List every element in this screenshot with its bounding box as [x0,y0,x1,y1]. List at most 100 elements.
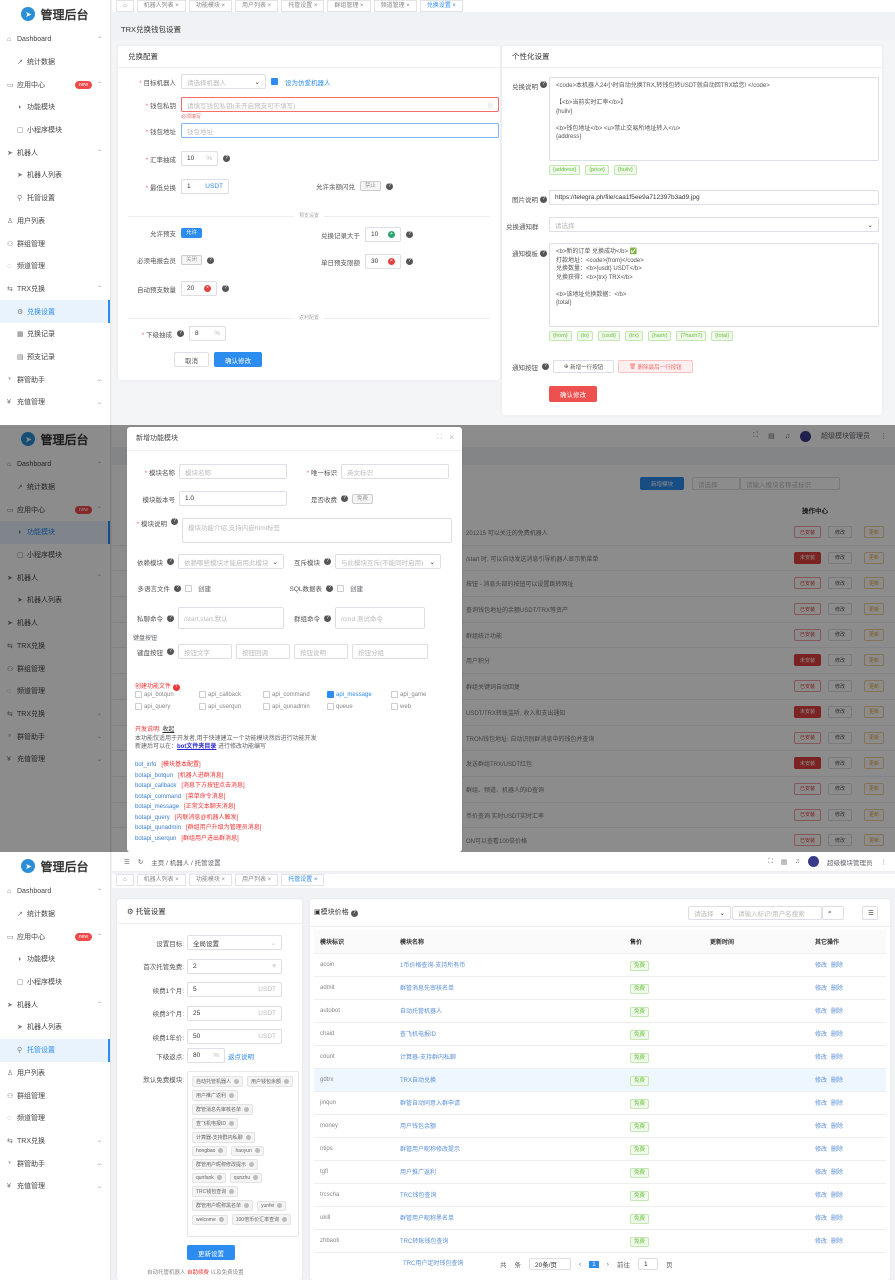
chevron-up-icon[interactable]: ⌃ [96,36,102,43]
module-name-cell[interactable]: 用户钱包余额 [394,1114,624,1138]
sidebar-item[interactable]: ▤ 预支记录 [0,346,110,369]
more-icon[interactable]: ⋮ [880,433,887,440]
table-row[interactable]: jinqun 群管自动同意入群申请 免费 修改 删除 [314,1091,886,1115]
update-settings-button[interactable]: 更新设置 [187,1245,235,1260]
sidebar-item[interactable]: ⚇ 群组管理 [0,232,110,255]
table-row[interactable]: acoin 1币价格查询-支持所有币 免费 修改 删除 [314,953,886,977]
help-icon[interactable]: ? [341,495,348,502]
edit-button[interactable]: 修改 [815,1170,828,1176]
breadcrumb-item[interactable]: 主页 [151,859,165,867]
module-desc-textarea[interactable]: 模块功能介绍,支持内嵌html标签 [182,518,452,543]
close-icon[interactable]: × [312,3,318,9]
cancel-button[interactable]: 取消 [174,352,209,367]
goto-input[interactable]: 1 [637,1258,658,1270]
sidebar-item[interactable]: ⚙ 兑换设置 [0,300,110,323]
table-row[interactable]: money 用户钱包余额 免费 修改 删除 [314,1114,886,1138]
notify-template-textarea[interactable]: <b>新的订单 兑换成功</b> ✅ 打款地址：<code>{from}</co… [549,243,879,327]
clear-icon[interactable]: × [204,285,211,292]
maximize-icon[interactable]: ⛶ [437,434,442,441]
breadcrumb-item[interactable]: 托管设置 [194,859,221,867]
record-input[interactable]: 10 + [365,227,401,242]
exchange-desc-textarea[interactable]: <code>本机器人24小时自动兑换TRX,转钱包转USDT就自动回TRX给您!… [549,77,879,161]
tab[interactable]: 功能模块 × [188,874,232,886]
module-name-cell[interactable]: 群管用户昵称修改提示 [394,1137,624,1161]
search-input[interactable]: 请输入标识/用户名搜索 [732,906,822,920]
sidebar-item[interactable]: ⇆ TRX兑换 [0,635,110,658]
column-header[interactable]: 更新时间 [704,930,809,954]
remove-tag-icon[interactable] [234,1078,240,1084]
edit-button[interactable]: 修改 [828,577,853,590]
version-input[interactable]: 1.0 [179,491,287,506]
sidebar-item[interactable]: ⚲ 托管设置 [0,1038,110,1062]
chevron-up-icon[interactable]: ⌃ [96,934,102,941]
chevron-down-icon[interactable]: ⌄ [96,1183,102,1190]
close-icon[interactable]: × [173,877,179,883]
checkbox[interactable] [391,691,398,698]
delete-button[interactable]: 删除 [831,986,844,992]
sidebar-item[interactable]: ⚇ 群组管理 [0,1084,110,1107]
notify-group-select[interactable]: 请选择 ⌄ [549,217,879,232]
free-modules-select[interactable]: 自动托管机器人 用户钱包余额 用户推广返利 群管消息先审核名单 查飞机电报ID 计算器-支… [187,1071,299,1237]
table-row[interactable]: autobot 自动托管机器人 免费 修改 删除 [314,999,886,1023]
close-icon[interactable]: × [404,3,410,9]
remove-tag-icon[interactable] [229,1092,235,1098]
file-checkbox-api_message[interactable]: api_message [327,691,391,698]
update-button[interactable]: 更新 [864,834,885,847]
module-name-cell[interactable]: 自动托管机器人 [394,999,624,1023]
sidebar-item[interactable]: ⌂ Dashboard ⌃ [0,28,110,51]
edit-button[interactable]: 修改 [828,628,853,641]
sidebar-item[interactable]: ♙ 用户列表 [0,1062,110,1085]
search-input[interactable]: 请输入模块名称或标识 [740,477,840,490]
variable-tag[interactable]: {total} [711,331,734,341]
chevron-up-icon[interactable]: ⌃ [96,1002,102,1009]
file-checkbox-api_userqun[interactable]: api_userqun [199,703,263,710]
sidebar-item[interactable]: ¥ 充值管理 ⌄ [0,391,110,414]
table-row[interactable]: trcscha TRC钱包查询 免费 修改 删除 [314,1183,886,1207]
field-input[interactable]: 5 USDT [187,982,282,998]
remove-tag-icon[interactable] [245,1134,251,1140]
min-exchange-input[interactable]: 1 USDT [181,179,229,194]
update-button[interactable]: 更新 [864,603,885,616]
edit-button[interactable]: 修改 [828,603,853,616]
bell-icon[interactable]: ♫ [784,432,790,440]
edit-button[interactable]: 修改 [828,731,853,744]
file-checkbox-api_game[interactable]: api_game [391,691,455,698]
column-header[interactable]: 售价 [624,930,704,954]
table-row[interactable]: zhbaoti TRC转账钱包查询 免费 修改 删除 [314,1229,886,1253]
kb-text-input[interactable]: 按钮文字 [178,644,232,659]
edit-button[interactable]: 修改 [815,1055,828,1061]
file-checkbox-queue[interactable]: queue [327,703,391,710]
column-header[interactable]: 模块标识 [314,930,394,954]
sidebar-item[interactable]: ♙ 用户列表 [0,210,110,233]
tab[interactable]: 功能模块 × [188,0,232,12]
edit-button[interactable]: 修改 [815,1239,828,1245]
chevron-up-icon[interactable]: ⌃ [96,888,102,895]
edit-button[interactable]: 修改 [815,1078,828,1084]
install-button[interactable]: 未安装 [794,551,822,564]
help-icon[interactable]: ? [172,684,180,691]
sidebar-item[interactable]: ➤ 机器人 [0,612,110,635]
sidebar-item[interactable]: ▢ 小程序模块 [0,971,110,994]
install-button[interactable]: 已安装 [794,834,822,847]
sidebar-item[interactable]: ⌂ Dashboard ⌃ [0,453,110,476]
sidebar-item[interactable]: ⚇ 群组管理 [0,657,110,680]
edit-button[interactable]: 修改 [828,680,853,693]
home-tab-icon[interactable]: ⌂ [116,874,134,886]
filter-select[interactable]: 请选择 ⌄ [688,906,731,920]
checkbox[interactable] [391,703,398,711]
plus-icon[interactable]: + [388,231,395,238]
install-button[interactable]: 未安装 [794,654,822,667]
delete-button[interactable]: 删除 [831,1193,844,1199]
column-header[interactable]: 模块名称 [394,930,624,954]
field-input[interactable]: 25 USDT [187,1005,282,1021]
auto-advance-input[interactable]: 20 × [181,281,217,296]
remove-tag-icon[interactable] [284,1078,290,1084]
tab[interactable]: 用户列表 × [235,874,279,886]
chevron-down-icon[interactable]: ⌄ [96,399,102,406]
eye-icon[interactable]: ◎ [487,101,493,109]
close-icon[interactable]: × [358,3,364,9]
variable-tag[interactable]: {?hash?} [676,331,707,341]
delete-row-button[interactable]: 🗑 删除最后一行按钮 [618,360,693,373]
update-button[interactable]: 更新 [864,526,885,538]
sidebar-item[interactable]: ◌ 频道管理 [0,1107,110,1130]
